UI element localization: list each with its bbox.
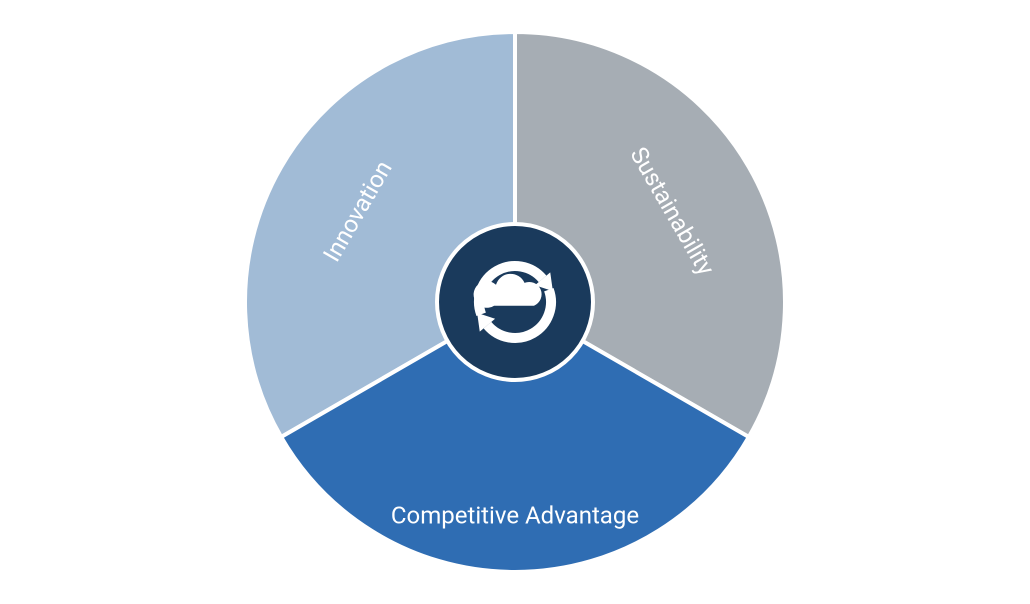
center-hub	[437, 224, 593, 380]
label-competitive-advantage: Competitive Advantage	[391, 501, 639, 529]
three-part-circle-diagram: InnovationSustainabilityCompetitive Adva…	[0, 0, 1030, 604]
diagram-stage: InnovationSustainabilityCompetitive Adva…	[0, 0, 1030, 604]
